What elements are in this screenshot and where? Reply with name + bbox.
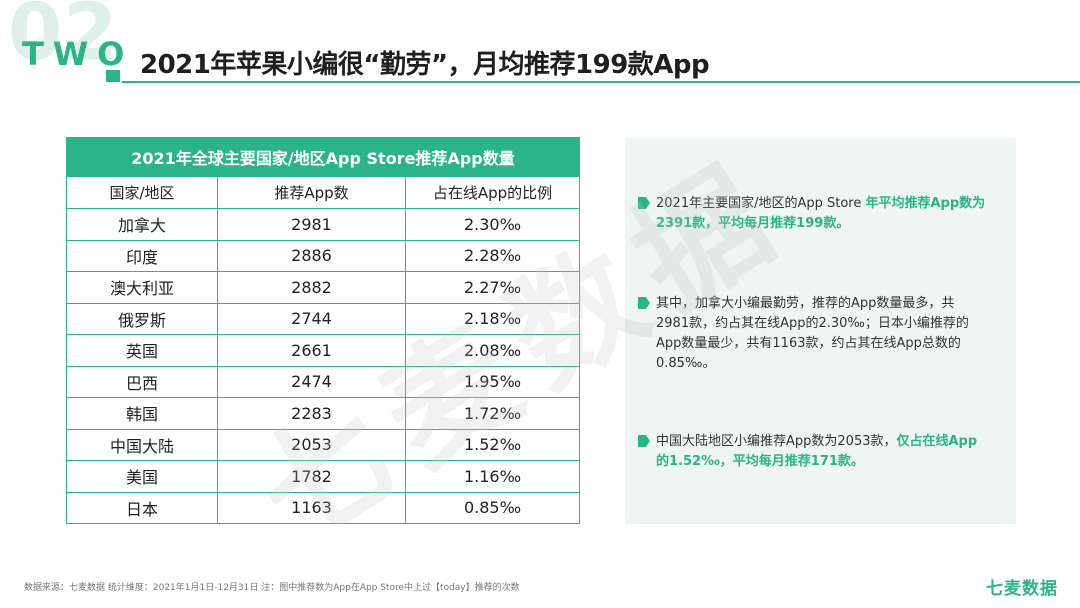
page-title: 2021年苹果小编很“勤劳”，月均推荐199款App <box>140 50 710 80</box>
recommend-table-container: 2021年全球主要国家/地区App Store推荐App数量 国家/地区 推荐A… <box>65 137 581 524</box>
cell-count: 2283 <box>217 397 406 430</box>
insight-note: 2021年主要国家/地区的App Store 年平均推荐App数为2391款，平… <box>638 194 986 234</box>
cell-country: 英国 <box>66 334 218 367</box>
table-row: 日本 1163 0.85‰ <box>66 491 581 524</box>
cell-country: 中国大陆 <box>66 428 218 461</box>
table-row: 印度 2886 2.28‰ <box>66 239 581 272</box>
insight-highlight: 年平均推荐App数为2391款，平均每月推荐199款。 <box>656 196 986 231</box>
cell-count: 2474 <box>217 365 406 398</box>
cell-ratio: 2.27‰ <box>404 271 581 304</box>
table-row: 巴西 2474 1.95‰ <box>66 365 581 398</box>
table-caption: 2021年全球主要国家/地区App Store推荐App数量 <box>65 137 581 177</box>
cell-country: 俄罗斯 <box>66 302 218 335</box>
table-row: 俄罗斯 2744 2.18‰ <box>66 302 581 335</box>
cell-country: 美国 <box>66 460 218 493</box>
table-row: 中国大陆 2053 1.52‰ <box>66 428 581 461</box>
column-header-country: 国家/地区 <box>66 176 218 209</box>
cell-country: 加拿大 <box>66 208 218 241</box>
header: 02 TWO 2021年苹果小编很“勤劳”，月均推荐199款App <box>0 0 1080 90</box>
cell-country: 巴西 <box>66 365 218 398</box>
cell-country: 韩国 <box>66 397 218 430</box>
table-row: 澳大利亚 2882 2.27‰ <box>66 271 581 304</box>
cell-country: 印度 <box>66 239 218 272</box>
cell-ratio: 1.16‰ <box>404 460 581 493</box>
cell-count: 2744 <box>217 302 406 335</box>
insight-note: 中国大陆地区小编推荐App数为2053款，仅占在线App的1.52‰，平均每月推… <box>638 432 986 472</box>
cell-ratio: 2.28‰ <box>404 239 581 272</box>
arrow-bullet-icon <box>638 197 650 209</box>
arrow-bullet-icon <box>638 435 650 447</box>
cell-ratio: 2.08‰ <box>404 334 581 367</box>
column-header-ratio: 占在线App的比例 <box>404 176 581 209</box>
insight-highlight: 仅占在线App的1.52‰，平均每月推荐171款。 <box>656 434 978 469</box>
column-header-count: 推荐App数 <box>217 176 406 209</box>
cell-ratio: 1.72‰ <box>404 397 581 430</box>
cell-count: 1782 <box>217 460 406 493</box>
recommend-table: 2021年全球主要国家/地区App Store推荐App数量 国家/地区 推荐A… <box>65 137 581 524</box>
cell-ratio: 1.95‰ <box>404 365 581 398</box>
cell-ratio: 2.30‰ <box>404 208 581 241</box>
data-source-note: 数据来源：七麦数据 统计维度：2021年1月1日-12月31日 注：图中推荐数为… <box>24 583 520 593</box>
table-row: 加拿大 2981 2.30‰ <box>66 208 581 241</box>
cell-count: 2661 <box>217 334 406 367</box>
insights-panel <box>625 138 1016 524</box>
insight-text: 中国大陆地区小编推荐App数为2053款， <box>656 434 897 449</box>
section-word: TWO <box>22 35 134 73</box>
table-row: 英国 2661 2.08‰ <box>66 334 581 367</box>
cell-country: 日本 <box>66 491 218 524</box>
section-number-bg: 02 <box>8 0 119 78</box>
brand-logo: 七麦数据 <box>986 579 1058 599</box>
insight-note: 其中，加拿大小编最勤劳，推荐的App数量最多，共2981款，约占其在线App的2… <box>638 294 986 374</box>
table-row: 美国 1782 1.16‰ <box>66 460 581 493</box>
cell-count: 2882 <box>217 271 406 304</box>
cell-count: 2886 <box>217 239 406 272</box>
insight-text: 其中，加拿大小编最勤劳，推荐的App数量最多，共2981款，约占其在线App的2… <box>656 296 969 371</box>
cell-ratio: 2.18‰ <box>404 302 581 335</box>
table-header-row: 国家/地区 推荐App数 占在线App的比例 <box>66 176 581 209</box>
cell-ratio: 0.85‰ <box>404 491 581 524</box>
table-caption-row: 2021年全球主要国家/地区App Store推荐App数量 <box>65 137 581 177</box>
table-row: 韩国 2283 1.72‰ <box>66 397 581 430</box>
cell-country: 澳大利亚 <box>66 271 218 304</box>
arrow-bullet-icon <box>638 297 650 309</box>
cell-count: 2981 <box>217 208 406 241</box>
cell-count: 1163 <box>217 491 406 524</box>
header-divider <box>122 81 1080 83</box>
insight-text: 2021年主要国家/地区的App Store <box>656 196 866 211</box>
cell-ratio: 1.52‰ <box>404 428 581 461</box>
section-accent-block <box>106 70 120 82</box>
cell-count: 2053 <box>217 428 406 461</box>
